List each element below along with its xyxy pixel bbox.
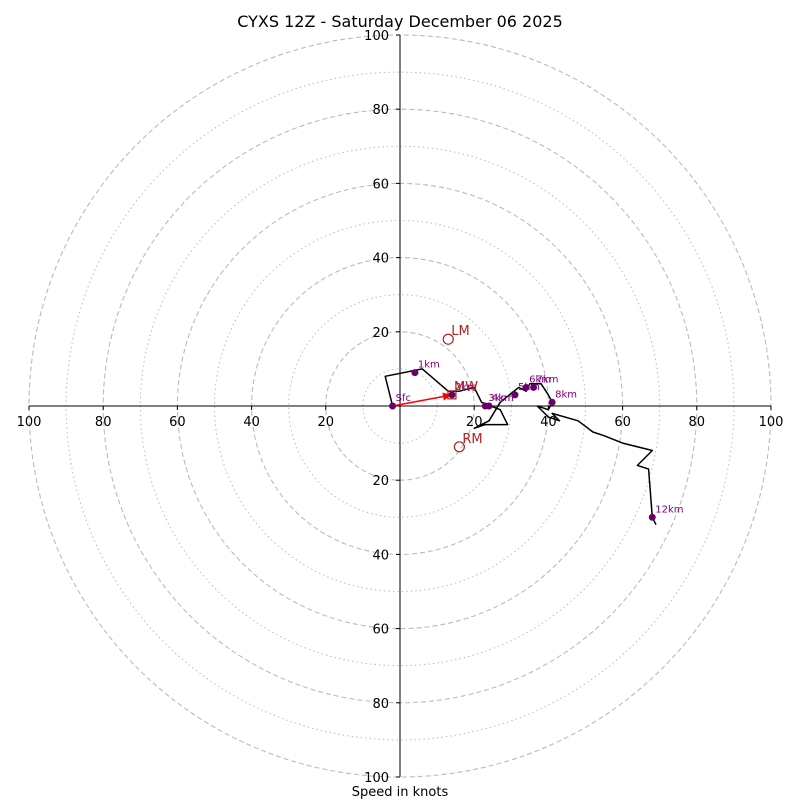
x-tick-label: 80	[95, 415, 112, 430]
height-marker-8km	[548, 398, 556, 406]
x-tick-label: 100	[17, 415, 42, 430]
height-marker-6km	[522, 383, 530, 391]
height-marker-sfc	[389, 402, 397, 410]
x-tick-label: 20	[318, 415, 335, 430]
height-marker-label-7km: 7km	[537, 374, 559, 385]
storm-motions: LM RM MW	[442, 324, 483, 453]
x-tick-label: 60	[169, 415, 186, 430]
hodograph-line	[384, 368, 657, 526]
y-tick-label: 80	[372, 697, 389, 712]
y-tick-label: 80	[372, 103, 389, 118]
y-tick-label: 100	[364, 771, 389, 786]
height-marker-label-6km: 6km	[529, 374, 551, 385]
mean-wind-marker	[447, 390, 457, 400]
height-markers: Sfc1km2km3km4km5km6km7km8km12km	[389, 360, 684, 521]
tick-labels: 100 80 60 40 20 20 40 60 80 100100806040202040608…	[17, 29, 784, 786]
x-tick-label: 80	[689, 415, 706, 430]
height-marker-label-4km: 4km	[492, 393, 514, 404]
x-tick-label: 40	[243, 415, 260, 430]
storm-motion-lm	[442, 333, 454, 345]
x-axis-label: Speed in knots	[352, 785, 449, 800]
storm-motion-label-lm: LM	[451, 324, 469, 339]
height-marker-label-3km: 3km	[488, 393, 510, 404]
height-marker-label-1km: 1km	[418, 360, 440, 371]
hodograph-trace	[384, 368, 657, 526]
x-tick-label: 60	[614, 415, 631, 430]
y-tick-label: 20	[372, 326, 389, 341]
storm-motion-label-rm: RM	[462, 432, 482, 447]
height-marker-2km	[448, 391, 456, 399]
height-marker-label-12km: 12km	[655, 504, 683, 515]
shear-vector-line	[392, 394, 453, 407]
height-marker-label-2km: 2km	[455, 382, 477, 393]
height-marker-4km	[485, 402, 493, 410]
y-tick-label: 20	[372, 474, 389, 489]
axes	[29, 35, 771, 777]
height-marker-5km	[511, 391, 519, 399]
y-tick-label: 40	[372, 252, 389, 267]
y-tick-label: 60	[372, 177, 389, 192]
chart-title: CYXS 12Z - Saturday December 06 2025	[237, 12, 563, 31]
mean-wind-label: MW	[454, 380, 478, 395]
y-tick-label: 100	[364, 29, 389, 44]
height-marker-label-sfc: Sfc	[396, 393, 411, 404]
height-marker-1km	[411, 369, 419, 377]
height-marker-12km	[648, 513, 656, 521]
y-tick-label: 40	[372, 548, 389, 563]
height-marker-7km	[530, 383, 538, 391]
height-marker-label-8km: 8km	[555, 389, 577, 400]
x-tick-label: 100	[759, 415, 784, 430]
storm-motion-rm	[453, 441, 465, 453]
y-tick-label: 60	[372, 623, 389, 638]
